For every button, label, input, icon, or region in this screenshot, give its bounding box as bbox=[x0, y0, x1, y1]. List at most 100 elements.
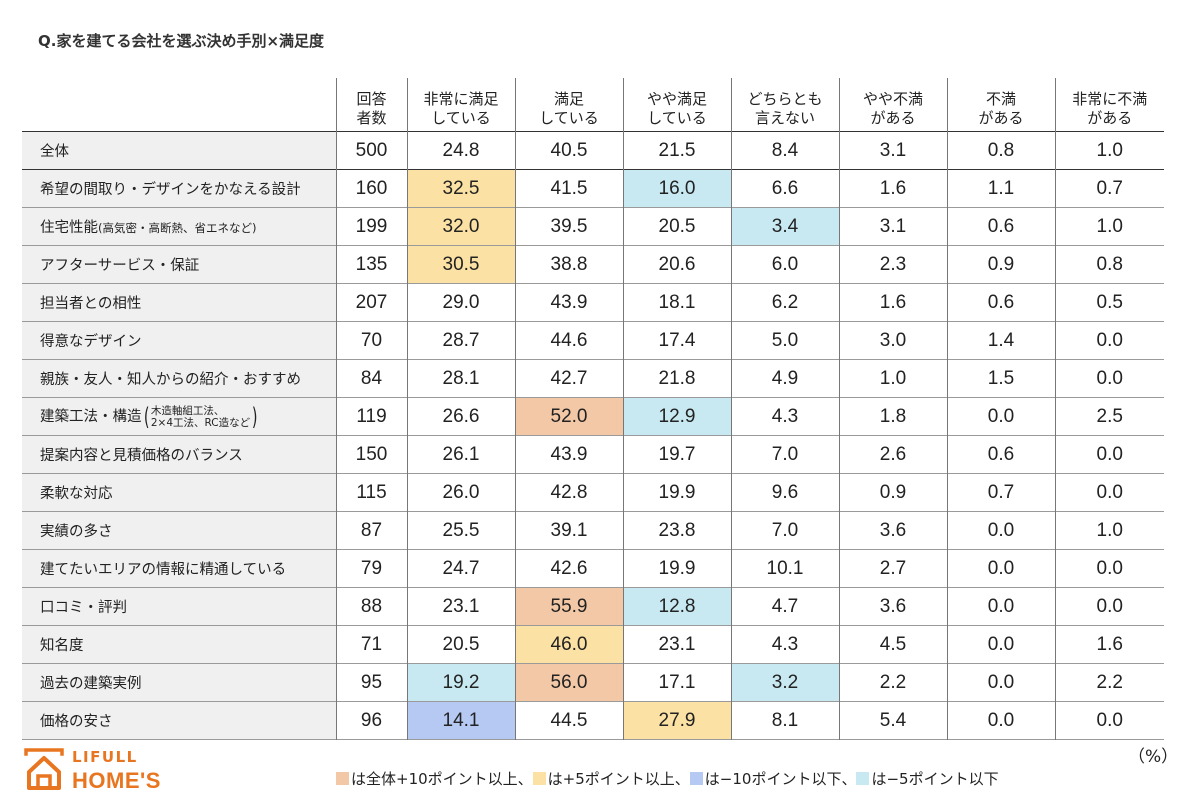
value-cell: 1.8 bbox=[838, 397, 947, 436]
legend-text: は−5ポイント以下 bbox=[871, 770, 999, 788]
value-cell: 16.0 bbox=[622, 169, 731, 208]
value-cell: 0.8 bbox=[1054, 245, 1164, 284]
value-cell: 5.4 bbox=[838, 701, 947, 740]
table-row: 過去の建築実例 95 19.2 56.0 17.1 3.2 2.2 0.0 2.2 bbox=[22, 663, 1164, 702]
value-cell: 27.9 bbox=[622, 701, 731, 740]
legend-text: は−10ポイント以下、 bbox=[704, 770, 857, 788]
value-cell: 0.0 bbox=[1054, 549, 1164, 588]
value-cell: 8.1 bbox=[730, 701, 839, 740]
value-cell: 41.5 bbox=[514, 169, 623, 208]
value-cell: 1.6 bbox=[838, 283, 947, 322]
value-cell: 42.7 bbox=[514, 359, 623, 398]
value-cell: 12.9 bbox=[622, 397, 731, 436]
table-row: 知名度 71 20.5 46.0 23.1 4.3 4.5 0.0 1.6 bbox=[22, 625, 1164, 664]
respondent-count-cell: 199 bbox=[335, 207, 407, 246]
value-cell: 52.0 bbox=[514, 397, 623, 436]
value-cell: 32.5 bbox=[406, 169, 515, 208]
value-cell: 5.0 bbox=[730, 321, 839, 360]
value-cell: 55.9 bbox=[514, 587, 623, 626]
paren-close: ) bbox=[252, 402, 258, 431]
row-label-text: 住宅性能 bbox=[40, 220, 98, 236]
respondent-count-cell: 70 bbox=[335, 321, 407, 360]
value-cell: 4.5 bbox=[838, 625, 947, 664]
value-cell: 26.6 bbox=[406, 397, 515, 436]
row-label-note: (高気密・高断熱、省エネなど) bbox=[98, 221, 257, 235]
legend-text: は+5ポイント以上、 bbox=[547, 770, 690, 788]
value-cell: 8.4 bbox=[730, 131, 839, 170]
value-cell: 4.3 bbox=[730, 397, 839, 436]
value-cell: 20.5 bbox=[406, 625, 515, 664]
value-cell: 24.8 bbox=[406, 131, 515, 170]
row-label: アフターサービス・保証 bbox=[22, 245, 336, 284]
value-cell: 6.2 bbox=[730, 283, 839, 322]
value-cell: 25.5 bbox=[406, 511, 515, 550]
respondent-count-cell: 500 bbox=[335, 131, 407, 170]
value-cell: 19.9 bbox=[622, 549, 731, 588]
value-cell: 0.0 bbox=[946, 511, 1055, 550]
value-cell: 1.0 bbox=[1054, 131, 1164, 170]
column-header: 非常に不満 がある bbox=[1054, 78, 1164, 132]
value-cell: 1.6 bbox=[838, 169, 947, 208]
value-cell: 38.8 bbox=[514, 245, 623, 284]
row-label-text: 建てたいエリアの情報に精通している bbox=[40, 562, 287, 578]
value-cell: 2.2 bbox=[838, 663, 947, 702]
row-label: 建てたいエリアの情報に精通している bbox=[22, 549, 336, 588]
value-cell: 3.0 bbox=[838, 321, 947, 360]
logo-text-bottom: HOME'S bbox=[72, 768, 161, 793]
row-label: 担当者との相性 bbox=[22, 283, 336, 322]
value-cell: 0.0 bbox=[1054, 587, 1164, 626]
value-cell: 0.7 bbox=[1054, 169, 1164, 208]
respondent-count-cell: 150 bbox=[335, 435, 407, 474]
value-cell: 23.1 bbox=[406, 587, 515, 626]
row-label-text: 建築工法・構造 bbox=[40, 408, 142, 425]
row-label-text: 希望の間取り・デザインをかなえる設計 bbox=[40, 182, 301, 198]
value-cell: 0.0 bbox=[946, 663, 1055, 702]
value-cell: 21.8 bbox=[622, 359, 731, 398]
value-cell: 1.0 bbox=[838, 359, 947, 398]
value-cell: 42.8 bbox=[514, 473, 623, 512]
value-cell: 0.0 bbox=[1054, 701, 1164, 740]
value-cell: 12.8 bbox=[622, 587, 731, 626]
value-cell: 1.6 bbox=[1054, 625, 1164, 664]
row-label-text: 知名度 bbox=[40, 638, 84, 654]
table-row: 建てたいエリアの情報に精通している 79 24.7 42.6 19.9 10.1 2.7 0.… bbox=[22, 549, 1164, 588]
value-cell: 40.5 bbox=[514, 131, 623, 170]
value-cell: 30.5 bbox=[406, 245, 515, 284]
column-header: やや満足 している bbox=[622, 78, 731, 132]
row-label-note-line: 木造軸組工法、 bbox=[150, 404, 225, 417]
house-icon bbox=[24, 748, 64, 790]
row-label-text: 親族・友人・知人からの紹介・おすすめ bbox=[40, 372, 301, 388]
value-cell: 39.1 bbox=[514, 511, 623, 550]
table-row: 提案内容と見積価格のバランス 150 26.1 43.9 19.7 7.0 2.6 0.6 0.… bbox=[22, 435, 1164, 474]
column-header: どちらとも 言えない bbox=[730, 78, 839, 132]
value-cell: 7.0 bbox=[730, 435, 839, 474]
value-cell: 23.8 bbox=[622, 511, 731, 550]
respondent-count-cell: 96 bbox=[335, 701, 407, 740]
table-row: 住宅性能(高気密・高断熱、省エネなど) 199 32.0 39.5 20.5 3.4 3.1… bbox=[22, 207, 1164, 246]
respondent-count-cell: 87 bbox=[335, 511, 407, 550]
value-cell: 0.0 bbox=[946, 701, 1055, 740]
value-cell: 0.0 bbox=[1054, 473, 1164, 512]
value-cell: 10.1 bbox=[730, 549, 839, 588]
row-label-text: 得意なデザイン bbox=[40, 334, 142, 350]
value-cell: 19.2 bbox=[406, 663, 515, 702]
row-label-text: 実績の多さ bbox=[40, 524, 113, 540]
table-row: 希望の間取り・デザインをかなえる設計 160 32.5 41.5 16.0 6.6 1.6 1… bbox=[22, 169, 1164, 208]
value-cell: 21.5 bbox=[622, 131, 731, 170]
table-row: 建築工法・構造(木造軸組工法、 2×4工法、RC造など) 119 26.6 52.0 12… bbox=[22, 397, 1164, 436]
row-label: 得意なデザイン bbox=[22, 321, 336, 360]
value-cell: 3.1 bbox=[838, 131, 947, 170]
table-row: 得意なデザイン 70 28.7 44.6 17.4 5.0 3.0 1.4 0.0 bbox=[22, 321, 1164, 360]
value-cell: 1.4 bbox=[946, 321, 1055, 360]
value-cell: 4.3 bbox=[730, 625, 839, 664]
value-cell: 43.9 bbox=[514, 283, 623, 322]
value-cell: 7.0 bbox=[730, 511, 839, 550]
value-cell: 44.6 bbox=[514, 321, 623, 360]
value-cell: 3.6 bbox=[838, 511, 947, 550]
value-cell: 32.0 bbox=[406, 207, 515, 246]
value-cell: 23.1 bbox=[622, 625, 731, 664]
value-cell: 0.6 bbox=[946, 283, 1055, 322]
table-row: 実績の多さ 87 25.5 39.1 23.8 7.0 3.6 0.0 1.0 bbox=[22, 511, 1164, 550]
value-cell: 20.6 bbox=[622, 245, 731, 284]
value-cell: 44.5 bbox=[514, 701, 623, 740]
